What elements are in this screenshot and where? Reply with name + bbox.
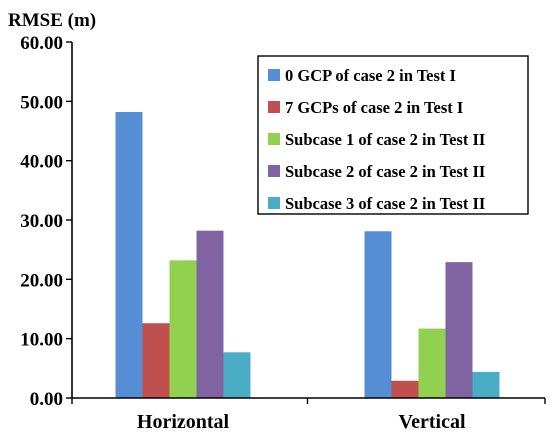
legend: 0 GCP of case 2 in Test I 7 GCPs of case …	[257, 55, 529, 215]
bar-vertical-series-2	[391, 380, 419, 398]
legend-label: Subcase 2 of case 2 in Test II	[285, 162, 485, 181]
bar-horizontal-series-3	[169, 260, 197, 398]
y-tick-label: 10.00	[20, 330, 63, 351]
bar-horizontal-series-1	[115, 112, 143, 398]
y-tick-label: 60.00	[20, 33, 63, 54]
legend-label: Subcase 1 of case 2 in Test II	[285, 130, 485, 149]
legend-label: 0 GCP of case 2 in Test I	[285, 66, 456, 85]
legend-swatch	[268, 101, 280, 113]
bar-horizontal-series-5	[223, 352, 251, 398]
bar-vertical-series-5	[472, 371, 500, 398]
bars-group	[115, 112, 500, 398]
y-tick-label: 30.00	[20, 211, 63, 232]
bar-vertical-series-4	[445, 262, 473, 398]
bar-horizontal-series-2	[142, 323, 170, 398]
bar-horizontal-series-4	[196, 230, 224, 398]
legend-label: 7 GCPs of case 2 in Test I	[285, 98, 463, 117]
legend-swatch	[268, 133, 280, 145]
legend-box	[257, 55, 529, 215]
y-tick-label: 20.00	[20, 270, 63, 291]
axes-group: 0.00 10.00 20.00 30.00 40.00 50.00 60.00 Horizo…	[20, 33, 546, 433]
legend-swatch	[268, 165, 280, 177]
y-axis-label: RMSE (m)	[8, 10, 96, 31]
bar-vertical-series-3	[418, 328, 446, 398]
bar-vertical-series-1	[364, 231, 392, 398]
x-category-label: Vertical	[398, 411, 465, 433]
x-category-label: Horizontal	[137, 411, 230, 433]
y-tick-label: 0.00	[30, 389, 63, 410]
y-tick-label: 40.00	[20, 152, 63, 173]
y-tick-label: 50.00	[20, 92, 63, 113]
legend-swatch	[268, 69, 280, 81]
legend-swatch	[268, 197, 280, 209]
legend-label: Subcase 3 of case 2 in Test II	[285, 194, 485, 213]
